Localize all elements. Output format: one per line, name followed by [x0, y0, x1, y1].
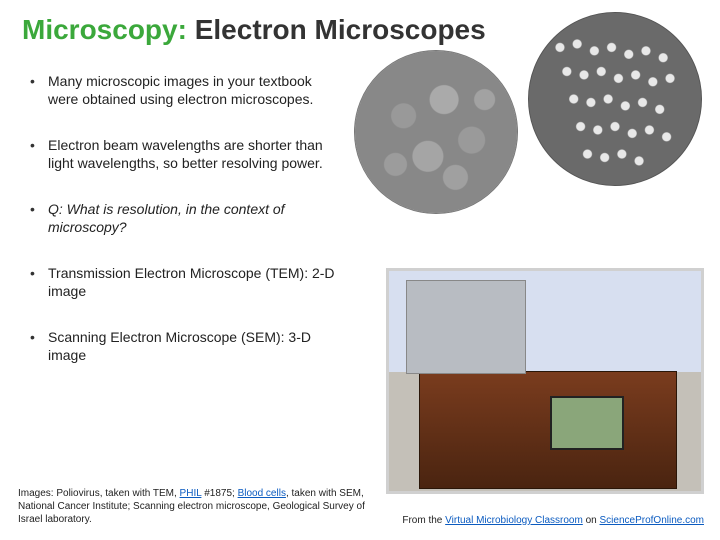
footnote-right: From the Virtual Microbiology Classroom … — [402, 515, 704, 526]
footnote-left: Images: Poliovirus, taken with TEM, PHIL… — [18, 487, 368, 526]
image-sem-lab — [386, 268, 704, 494]
footnote-text: on — [583, 515, 600, 526]
bullet-text: Scanning Electron Microscope (SEM): 3-D … — [48, 328, 340, 364]
bullet-text: Transmission Electron Microscope (TEM): … — [48, 264, 340, 300]
bullet-item: • Scanning Electron Microscope (SEM): 3-… — [30, 328, 340, 364]
equipment-placeholder — [419, 371, 677, 489]
bullet-text: Q: What is resolution, in the context of… — [48, 200, 340, 236]
bullet-item: • Many microscopic images in your textbo… — [30, 72, 340, 108]
image-blood-cells — [354, 50, 518, 214]
micrograph-placeholder — [355, 51, 517, 213]
footnote-text: #1875; — [201, 488, 237, 499]
bullet-text: Many microscopic images in your textbook… — [48, 72, 340, 108]
title-accent: Microscopy: — [22, 14, 187, 45]
footnote-text: Images: Poliovirus, taken with TEM, — [18, 488, 180, 499]
footnote-text: From the — [402, 515, 445, 526]
micrograph-placeholder — [529, 13, 701, 185]
link-phil[interactable]: PHIL — [180, 488, 202, 499]
image-poliovirus — [528, 12, 702, 186]
bullet-marker: • — [30, 136, 48, 154]
bullet-item: • Transmission Electron Microscope (TEM)… — [30, 264, 340, 300]
bullet-marker: • — [30, 72, 48, 90]
bullet-marker: • — [30, 200, 48, 218]
bullet-marker: • — [30, 328, 48, 346]
link-scienceprof[interactable]: ScienceProfOnline.com — [600, 515, 705, 526]
bullet-text: Electron beam wavelengths are shorter th… — [48, 136, 340, 172]
link-virtual-classroom[interactable]: Virtual Microbiology Classroom — [445, 515, 583, 526]
title-rest: Electron Microscopes — [187, 14, 486, 45]
bullet-item: • Electron beam wavelengths are shorter … — [30, 136, 340, 172]
link-blood-cells[interactable]: Blood cells — [238, 488, 286, 499]
bullet-item: • Q: What is resolution, in the context … — [30, 200, 340, 236]
bullet-list: • Many microscopic images in your textbo… — [30, 72, 340, 392]
bullet-marker: • — [30, 264, 48, 282]
